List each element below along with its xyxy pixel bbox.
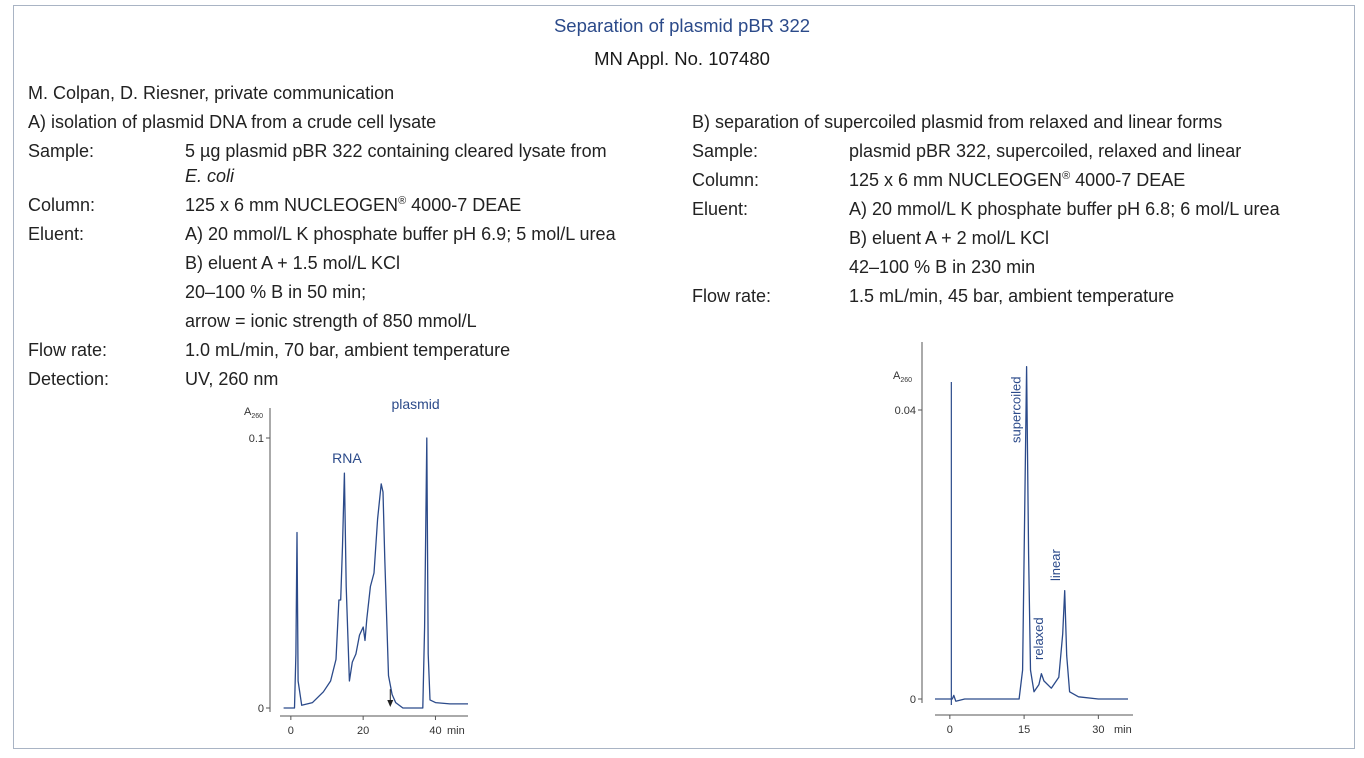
x-tick-label: 0: [288, 725, 294, 737]
right-sample-value: plasmid pBR 322, supercoiled, relaxed an…: [849, 141, 1242, 161]
left-column-value: 125 x 6 mm NUCLEOGEN® 4000-7 DEAE: [185, 195, 522, 215]
left-sample-label: Sample:: [28, 141, 95, 161]
y-tick-label: 0: [910, 694, 916, 706]
x-unit-label: min: [447, 725, 465, 737]
chromatogram-trace: [283, 437, 468, 709]
y-tick-label: 0: [258, 703, 264, 715]
relaxed-peak-label: relaxed: [1031, 617, 1046, 660]
right-eluent-line: A) 20 mmol/L K phosphate buffer pH 6.8; …: [849, 199, 1280, 219]
left-column-label: Column:: [28, 195, 96, 215]
y-axis-label: A260: [244, 406, 263, 420]
left-sample-value: 5 µg plasmid pBR 322 containing cleared …: [185, 141, 607, 161]
x-tick-label: 0: [947, 724, 953, 736]
left-eluent-line: 20–100 % B in 50 min;: [185, 282, 367, 302]
application-number: MN Appl. No. 107480: [594, 48, 770, 69]
ionic-strength-arrowhead: [387, 700, 394, 707]
right-flow-label: Flow rate:: [692, 286, 772, 306]
chromatogram-b: 0.04 0 0 15 30 min A260 supercoiled relaxed linea…: [893, 342, 1133, 736]
plasmid-peak-label: plasmid: [391, 396, 439, 412]
author-credit: M. Colpan, D. Riesner, private communica…: [28, 83, 395, 103]
page-title: Separation of plasmid pBR 322: [553, 15, 811, 36]
left-detection-value: UV, 260 nm: [185, 369, 279, 389]
right-column-value: 125 x 6 mm NUCLEOGEN® 4000-7 DEAE: [849, 170, 1186, 190]
left-eluent-label: Eluent:: [28, 224, 85, 244]
x-tick-label: 40: [429, 725, 441, 737]
x-tick-label: 15: [1018, 724, 1030, 736]
y-tick-label: 0.04: [895, 405, 916, 417]
right-sample-label: Sample:: [692, 141, 759, 161]
y-tick-label: 0.1: [249, 433, 264, 445]
chromatogram-trace: [935, 366, 1128, 702]
right-flow-value: 1.5 mL/min, 45 bar, ambient temperature: [849, 286, 1175, 306]
rna-peak-label: RNA: [332, 450, 362, 466]
section-b-heading: B) separation of supercoiled plasmid fro…: [692, 112, 1223, 132]
x-unit-label: min: [1114, 724, 1132, 736]
chromatogram-a: 0.1 0 0 20 40 min A260 RNA plasmid: [244, 396, 468, 737]
left-flow-label: Flow rate:: [28, 340, 108, 360]
left-detection-label: Detection:: [28, 369, 110, 389]
left-eluent-line: A) 20 mmol/L K phosphate buffer pH 6.9; …: [185, 224, 616, 244]
left-flow-value: 1.0 mL/min, 70 bar, ambient temperature: [185, 340, 511, 360]
supercoiled-peak-label: supercoiled: [1009, 377, 1024, 444]
document-frame: [13, 5, 1355, 749]
left-sample-organism: E. coli: [185, 166, 235, 186]
right-column-label: Column:: [692, 170, 760, 190]
right-eluent-line: B) eluent A + 2 mol/L KCl: [849, 228, 1049, 248]
left-eluent-line: B) eluent A + 1.5 mol/L KCl: [185, 253, 400, 273]
right-eluent-label: Eluent:: [692, 199, 749, 219]
y-axis-label: A260: [893, 370, 912, 384]
right-eluent-line: 42–100 % B in 230 min: [849, 257, 1036, 277]
left-eluent-line: arrow = ionic strength of 850 mmol/L: [185, 311, 477, 331]
linear-peak-label: linear: [1048, 549, 1063, 581]
section-a-heading: A) isolation of plasmid DNA from a crude…: [28, 112, 437, 132]
x-tick-label: 30: [1092, 724, 1104, 736]
x-tick-label: 20: [357, 725, 369, 737]
